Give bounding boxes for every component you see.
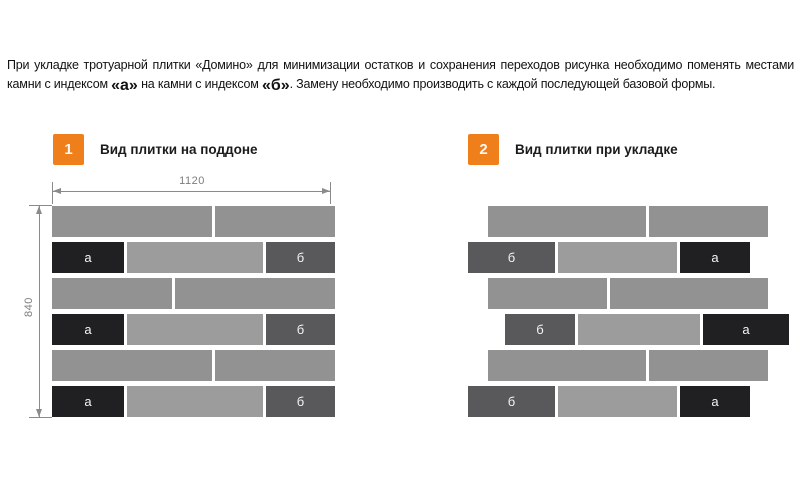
tile-b: б (266, 314, 335, 345)
tile-row (52, 350, 335, 381)
tile-mid (578, 314, 700, 345)
tile-b: б (266, 386, 335, 417)
dimension-arrow-up-icon (36, 206, 42, 214)
tile-row (488, 278, 768, 309)
index-b-emphasis: «б» (261, 77, 290, 94)
tile-gray (488, 206, 646, 237)
height-dimension-line (39, 206, 40, 417)
section-2-title: Вид плитки при укладке (515, 142, 678, 157)
tile-gray (610, 278, 768, 309)
index-a-emphasis: «а» (111, 77, 138, 94)
tile-gray (488, 350, 646, 381)
intro-paragraph: При укладке тротуарной плитки «Домино» д… (7, 56, 794, 94)
section-1-title: Вид плитки на поддоне (100, 142, 258, 157)
tile-mid (558, 242, 677, 273)
section-2-header: 2 Вид плитки при укладке (468, 134, 678, 165)
tile-mid (127, 242, 263, 273)
width-dimension-line (53, 191, 330, 192)
tile-gray (175, 278, 335, 309)
width-dimension-label: 1120 (179, 175, 205, 187)
tile-a: а (52, 314, 124, 345)
dimension-arrow-right-icon (322, 188, 330, 194)
tile-b: б (266, 242, 335, 273)
tile-gray (215, 350, 335, 381)
extension-line (29, 205, 52, 206)
height-dimension-label: 840 (23, 297, 35, 317)
tile-b: б (505, 314, 575, 345)
tile-a: а (52, 242, 124, 273)
tile-a: а (680, 386, 750, 417)
tile-row (52, 278, 335, 309)
tile-b: б (468, 242, 555, 273)
tile-mid (558, 386, 677, 417)
dimension-arrow-left-icon (53, 188, 61, 194)
extension-line (330, 182, 331, 204)
tile-gray (649, 350, 768, 381)
tile-a: а (52, 386, 124, 417)
intro-text: камни с индексом (7, 77, 112, 91)
tile-a: а (703, 314, 789, 345)
section-1-header: 1 Вид плитки на поддоне (53, 134, 258, 165)
tile-mid (127, 386, 263, 417)
extension-line (52, 182, 53, 204)
tile-gray (52, 206, 212, 237)
section-2-badge: 2 (468, 134, 499, 165)
tile-a: а (680, 242, 750, 273)
tile-gray (488, 278, 607, 309)
tile-row (488, 350, 768, 381)
intro-text: . Замену необходимо производить с каждой… (289, 77, 716, 91)
dimension-arrow-down-icon (36, 409, 42, 417)
tile-gray (52, 278, 172, 309)
tile-b: б (468, 386, 555, 417)
tile-gray (649, 206, 768, 237)
tile-row (52, 206, 335, 237)
tile-mid (127, 314, 263, 345)
intro-line-1: При укладке тротуарной плитки «Домино» д… (7, 58, 794, 72)
tile-gray (52, 350, 212, 381)
intro-line-2: камни с индексом «а» на камни с индексом… (7, 75, 794, 94)
extension-line (29, 417, 52, 418)
tile-gray (215, 206, 335, 237)
section-1-badge: 1 (53, 134, 84, 165)
intro-text: на камни с индексом (137, 77, 262, 91)
tile-row (488, 206, 768, 237)
